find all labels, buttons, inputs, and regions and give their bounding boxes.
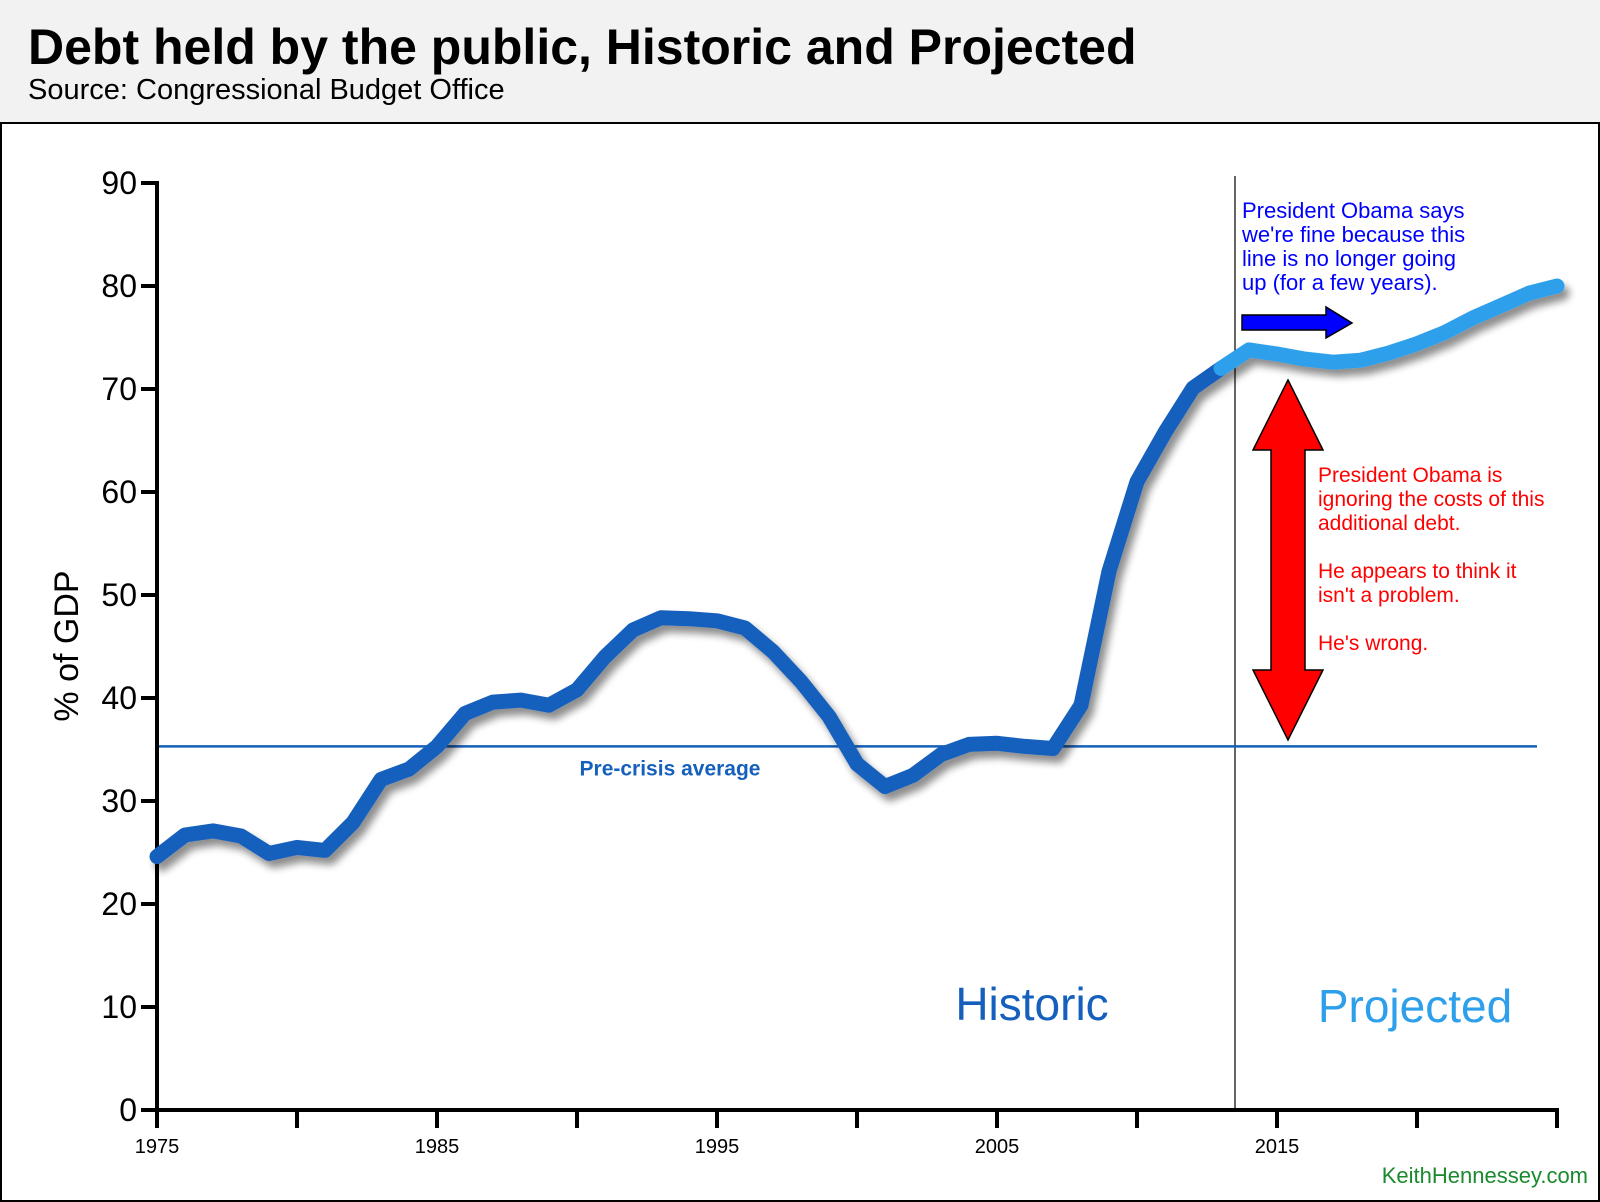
- annotations: Historic Projected President Obama says we'…: [955, 198, 1588, 1188]
- y-tick-label: 0: [119, 1092, 137, 1128]
- chart-title: Debt held by the public, Historic and Pr…: [28, 19, 1137, 75]
- watermark: KeithHennessey.com: [1382, 1163, 1588, 1188]
- chart-subtitle: Source: Congressional Budget Office: [28, 74, 505, 106]
- right-arrow-icon: [1241, 305, 1354, 340]
- red-annotation-line: ignoring the costs of this: [1318, 488, 1544, 511]
- series-group: [149, 278, 1565, 865]
- blue-annotation-text: President Obama says we're fine because t…: [1241, 198, 1465, 295]
- blue-annotation-line: we're fine because this: [1241, 222, 1465, 247]
- y-axis-label: % of GDP: [48, 570, 86, 721]
- red-annotation-line: He appears to think it: [1318, 560, 1517, 583]
- chart-panel: [0, 122, 1600, 1202]
- blue-annotation-line: up (for a few years).: [1242, 270, 1438, 295]
- y-tick-label: 70: [101, 371, 137, 407]
- x-tick-label: 1995: [695, 1136, 740, 1158]
- ticks: 0 10 20 30 40 50 60 70 80 90 % of GDP 1975 1985 1995 2…: [48, 165, 1559, 1158]
- historic-series-line: [149, 360, 1229, 865]
- blue-annotation-line: line is no longer going: [1242, 246, 1456, 271]
- x-tick-label: 1975: [135, 1136, 180, 1158]
- red-annotation-line: additional debt.: [1318, 512, 1460, 535]
- red-annotation-1: President Obama is ignoring the costs of …: [1318, 464, 1544, 535]
- y-tick-label: 10: [101, 989, 137, 1025]
- red-annotation-3: He's wrong.: [1318, 632, 1428, 655]
- red-annotation-line: President Obama is: [1318, 464, 1502, 487]
- projected-series-line: [1213, 278, 1565, 376]
- region-label-historic: Historic: [955, 978, 1108, 1030]
- y-tick-label: 20: [101, 886, 137, 922]
- y-tick-label: 30: [101, 783, 137, 819]
- x-tick-label: 2005: [975, 1136, 1020, 1158]
- y-tick-label: 50: [101, 577, 137, 613]
- red-annotation-2: He appears to think it isn't a problem.: [1318, 560, 1517, 607]
- y-tick-label: 80: [101, 268, 137, 304]
- x-tick-label: 2015: [1255, 1136, 1300, 1158]
- red-annotation-line: He's wrong.: [1318, 632, 1428, 655]
- y-tick-label: 90: [101, 165, 137, 201]
- x-tick-label: 1985: [415, 1136, 460, 1158]
- blue-annotation-line: President Obama says: [1242, 198, 1465, 223]
- red-annotation-line: isn't a problem.: [1318, 584, 1460, 607]
- region-label-projected: Projected: [1318, 980, 1512, 1032]
- pre-crisis-average-label: Pre-crisis average: [580, 757, 761, 780]
- y-tick-label: 60: [101, 474, 137, 510]
- header: Debt held by the public, Historic and Pr…: [0, 0, 1600, 122]
- double-arrow-icon: [1251, 378, 1325, 742]
- y-tick-label: 40: [101, 680, 137, 716]
